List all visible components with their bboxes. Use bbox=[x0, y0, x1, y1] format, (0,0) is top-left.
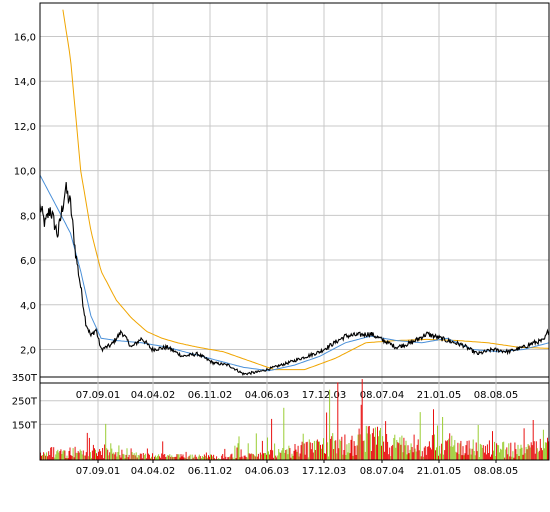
price-y-tick-label: 6,0 bbox=[20, 256, 36, 267]
volume-y-tick-label: 150T bbox=[12, 420, 38, 431]
volume-plot-frame bbox=[39, 376, 550, 461]
volume-x-tick-label: 04.06.03 bbox=[245, 466, 290, 477]
volume-chart: 150T 250T 350T 07.09.01 04.04.02 06.11.02 04.… bbox=[12, 373, 550, 477]
volume-y-tick-label: 350T bbox=[12, 373, 38, 384]
volume-x-tick-label: 08.07.04 bbox=[360, 466, 405, 477]
volume-x-tick-label: 07.09.01 bbox=[76, 466, 121, 477]
long-moving-average-line bbox=[39, 182, 550, 376]
volume-x-tick-label: 21.01.05 bbox=[417, 466, 462, 477]
price-series bbox=[39, 9, 550, 376]
volume-y-tick-label: 250T bbox=[12, 397, 38, 408]
price-y-tick-label: 4,0 bbox=[20, 301, 36, 312]
price-y-tick-label: 2,0 bbox=[20, 345, 36, 356]
volume-x-ticks: 07.09.01 04.04.02 06.11.02 04.06.03 17.12.03… bbox=[76, 460, 519, 477]
price-y-ticks: 2,0 4,0 6,0 8,0 10,0 12,0 14,0 16,0 bbox=[14, 33, 36, 357]
volume-x-tick-label: 04.04.02 bbox=[131, 466, 176, 477]
price-chart: 2,0 4,0 6,0 8,0 10,0 12,0 14,0 16,0 07.09.01 04.… bbox=[14, 2, 550, 401]
price-y-tick-label: 16,0 bbox=[14, 33, 36, 44]
volume-y-ticks: 150T 250T 350T bbox=[12, 373, 38, 431]
volume-x-tick-label: 17.12.03 bbox=[302, 466, 347, 477]
price-plot-frame bbox=[39, 2, 550, 384]
price-y-tick-label: 10,0 bbox=[14, 167, 36, 178]
short-moving-average-line bbox=[39, 174, 550, 372]
volume-x-tick-label: 08.08.05 bbox=[474, 466, 519, 477]
price-y-tick-label: 12,0 bbox=[14, 122, 36, 133]
price-x-ticks: 07.09.01 04.04.02 06.11.02 04.06.03 17.12.03… bbox=[76, 383, 518, 401]
volume-bars bbox=[40, 379, 549, 460]
price-grid bbox=[40, 3, 549, 383]
price-y-tick-label: 8,0 bbox=[20, 211, 36, 222]
volume-x-tick-label: 06.11.02 bbox=[188, 466, 233, 477]
price-line bbox=[62, 9, 550, 371]
price-y-tick-label: 14,0 bbox=[14, 77, 36, 88]
